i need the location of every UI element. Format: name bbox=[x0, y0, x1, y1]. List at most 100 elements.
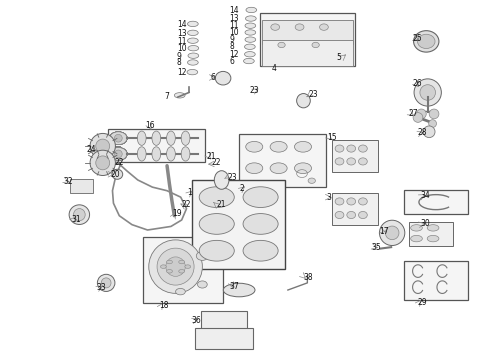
Circle shape bbox=[420, 85, 436, 100]
Text: 13: 13 bbox=[229, 14, 239, 23]
Text: 18: 18 bbox=[159, 301, 168, 310]
Circle shape bbox=[96, 156, 110, 170]
Bar bbox=[262, 20, 353, 44]
Text: 1: 1 bbox=[188, 188, 192, 197]
Text: 30: 30 bbox=[420, 220, 430, 229]
Ellipse shape bbox=[295, 24, 304, 30]
Text: 6: 6 bbox=[211, 73, 216, 82]
Bar bbox=[404, 261, 468, 300]
Text: 2: 2 bbox=[240, 184, 245, 193]
Text: 15: 15 bbox=[327, 133, 337, 142]
Ellipse shape bbox=[110, 148, 127, 160]
Ellipse shape bbox=[181, 131, 190, 145]
Text: 13: 13 bbox=[177, 29, 186, 38]
Ellipse shape bbox=[98, 274, 115, 292]
Ellipse shape bbox=[223, 283, 255, 297]
Circle shape bbox=[157, 248, 194, 285]
Ellipse shape bbox=[359, 211, 368, 219]
Text: 23: 23 bbox=[228, 173, 238, 182]
Circle shape bbox=[423, 126, 435, 138]
Ellipse shape bbox=[244, 58, 254, 64]
Ellipse shape bbox=[188, 53, 199, 58]
Ellipse shape bbox=[179, 260, 185, 264]
Ellipse shape bbox=[245, 141, 263, 152]
Text: 4: 4 bbox=[272, 64, 277, 73]
Circle shape bbox=[385, 226, 399, 240]
Circle shape bbox=[416, 109, 426, 119]
Text: 23: 23 bbox=[250, 86, 260, 95]
Circle shape bbox=[115, 150, 122, 158]
Ellipse shape bbox=[160, 265, 166, 269]
Ellipse shape bbox=[110, 148, 127, 160]
Ellipse shape bbox=[112, 169, 122, 179]
Circle shape bbox=[115, 134, 122, 142]
Ellipse shape bbox=[152, 131, 161, 145]
Circle shape bbox=[115, 150, 122, 158]
Ellipse shape bbox=[110, 148, 127, 160]
Ellipse shape bbox=[294, 141, 312, 152]
Ellipse shape bbox=[174, 93, 185, 98]
Circle shape bbox=[115, 134, 122, 142]
Ellipse shape bbox=[427, 235, 439, 242]
Bar bbox=[404, 190, 468, 214]
Text: 10: 10 bbox=[229, 28, 239, 37]
Bar bbox=[143, 237, 223, 303]
Ellipse shape bbox=[243, 187, 278, 207]
Circle shape bbox=[115, 150, 122, 158]
Text: 33: 33 bbox=[97, 283, 107, 292]
Bar bbox=[196, 328, 253, 349]
Bar bbox=[409, 222, 453, 247]
Ellipse shape bbox=[167, 260, 172, 264]
Circle shape bbox=[166, 257, 185, 276]
Text: 29: 29 bbox=[417, 298, 427, 307]
Ellipse shape bbox=[411, 225, 422, 231]
Circle shape bbox=[413, 113, 423, 122]
Text: 7: 7 bbox=[165, 91, 170, 100]
Ellipse shape bbox=[101, 278, 111, 288]
Circle shape bbox=[429, 109, 439, 119]
Ellipse shape bbox=[215, 71, 231, 85]
Circle shape bbox=[115, 134, 122, 142]
Ellipse shape bbox=[417, 34, 435, 49]
Text: 12: 12 bbox=[229, 50, 239, 59]
Text: 21: 21 bbox=[217, 200, 226, 209]
Ellipse shape bbox=[179, 270, 185, 273]
Text: 12: 12 bbox=[177, 68, 186, 77]
Ellipse shape bbox=[152, 147, 161, 161]
Ellipse shape bbox=[110, 148, 127, 160]
Text: 21: 21 bbox=[206, 152, 216, 161]
Ellipse shape bbox=[335, 211, 344, 219]
Ellipse shape bbox=[197, 281, 207, 288]
Ellipse shape bbox=[110, 132, 127, 145]
Ellipse shape bbox=[167, 270, 172, 273]
Ellipse shape bbox=[167, 131, 175, 145]
Bar bbox=[262, 40, 353, 66]
Text: 11: 11 bbox=[229, 21, 239, 30]
Ellipse shape bbox=[308, 178, 316, 183]
Ellipse shape bbox=[270, 163, 287, 174]
Circle shape bbox=[149, 240, 202, 293]
Ellipse shape bbox=[359, 198, 368, 205]
Ellipse shape bbox=[245, 23, 256, 28]
Text: 38: 38 bbox=[303, 273, 313, 282]
Text: 24: 24 bbox=[87, 145, 96, 154]
Ellipse shape bbox=[319, 24, 328, 30]
Ellipse shape bbox=[214, 171, 229, 189]
Text: 9: 9 bbox=[229, 35, 234, 44]
Ellipse shape bbox=[427, 225, 439, 231]
Ellipse shape bbox=[199, 240, 234, 261]
Ellipse shape bbox=[411, 235, 422, 242]
Ellipse shape bbox=[243, 213, 278, 234]
Ellipse shape bbox=[347, 198, 356, 205]
Ellipse shape bbox=[110, 132, 127, 145]
Text: 22: 22 bbox=[182, 200, 191, 209]
Circle shape bbox=[115, 134, 122, 142]
Ellipse shape bbox=[196, 251, 208, 260]
Ellipse shape bbox=[270, 141, 287, 152]
Text: 27: 27 bbox=[408, 109, 418, 118]
Ellipse shape bbox=[110, 148, 127, 160]
Circle shape bbox=[115, 150, 122, 158]
Circle shape bbox=[115, 134, 122, 142]
Text: 16: 16 bbox=[146, 121, 155, 130]
Ellipse shape bbox=[110, 132, 127, 145]
